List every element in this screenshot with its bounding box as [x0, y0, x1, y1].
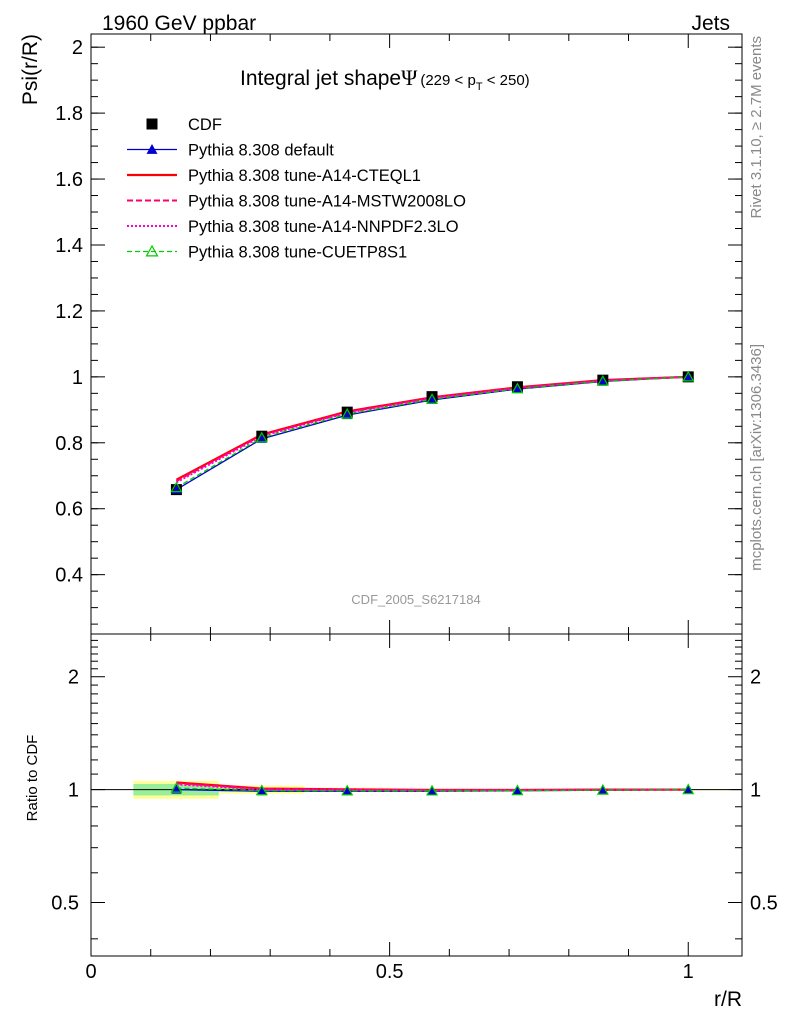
title-text: Integral jet shape: [240, 67, 401, 90]
ratio-data-point: [342, 786, 353, 796]
ratio-data-point: [597, 785, 608, 795]
ratio-data-point: [427, 786, 438, 796]
ratio-y-tick-label-right: 2: [750, 667, 761, 689]
data-point: [426, 393, 439, 404]
legend-label: Pythia 8.308 tune-A14-NNPDF2.3LO: [188, 218, 459, 236]
legend-label: Pythia 8.308 tune-A14-MSTW2008LO: [188, 193, 466, 211]
data-point: [427, 394, 438, 404]
legend-label: Pythia 8.308 tune-CUETP8S1: [188, 244, 407, 262]
y-tick-label: 1: [72, 367, 83, 389]
ratio-y-tick-label-right: 1: [750, 780, 761, 802]
ratio-data-point: [596, 783, 609, 795]
ratio-y-tick-label: 0.5: [51, 892, 79, 914]
data-point: [682, 370, 695, 382]
ratio-data-point: [255, 784, 268, 796]
title-psi: Ψ: [401, 65, 418, 90]
ratio-data-point: [512, 785, 523, 795]
y-tick-label: 0.4: [55, 565, 83, 587]
legend-label: Pythia 8.308 default: [188, 142, 334, 160]
legend-swatch-marker: [146, 118, 158, 130]
data-point: [342, 410, 353, 420]
y-tick-label: 1.8: [55, 103, 83, 125]
title-range-sub: T: [476, 81, 483, 93]
ratio-data-point: [341, 784, 354, 796]
x-tick-label: 1: [683, 961, 694, 983]
y-tick-label: 1.6: [55, 169, 83, 191]
ratio-frame: [90, 633, 743, 957]
x-tick-label: 0.5: [376, 961, 404, 983]
mcplots-label: mcplots.cern.ch [arXiv:1306.3436]: [748, 344, 765, 571]
ratio-y-tick-label: 2: [68, 667, 79, 689]
legend-label: Pythia 8.308 tune-A14-CTEQL1: [188, 167, 421, 185]
data-point: [596, 374, 609, 386]
ratio-data-point: [256, 786, 267, 796]
ratio-data-point: [683, 784, 694, 794]
x-tick-label: 0: [85, 961, 96, 983]
ratio-data-point: [682, 783, 695, 795]
data-point: [255, 431, 268, 443]
title-range-end: < 250): [483, 72, 530, 89]
data-point: [597, 376, 608, 386]
legend-label: CDF: [188, 116, 222, 134]
ratio-panel: 0 0.5 1 0.5 0.5 1 1 2 2: [51, 633, 778, 983]
ratio-data-point: [170, 781, 183, 793]
jets-label: Jets: [691, 12, 730, 35]
rivet-label: Rivet 3.1.10, ≥ 2.7M events: [748, 36, 765, 219]
y-tick-label: 0.6: [55, 499, 83, 521]
ratio-y-tick-label-right: 0.5: [750, 892, 778, 914]
y-tick-label: 2: [72, 37, 83, 59]
data-point: [170, 481, 183, 493]
main-panel: 0.4 0.6 0.8 1 1.2 1.4 1.6 1.8 2: [55, 33, 743, 635]
ratio-y-tick-label: 1: [68, 780, 79, 802]
y-axis-title: Psi(r/R): [19, 34, 42, 105]
title-range: (229 < p: [420, 72, 475, 89]
legend: CDF Pythia 8.308 default Pythia 8.308 tune…: [127, 116, 466, 262]
data-point: [256, 433, 267, 443]
ratio-y-axis-title: Ratio to CDF: [24, 735, 41, 822]
y-tick-label: 1.2: [55, 301, 83, 323]
energy-label: 1960 GeV ppbar: [102, 12, 256, 35]
y-tick-label: 1.4: [55, 235, 83, 257]
analysis-watermark: CDF_2005_S6217184: [351, 592, 480, 607]
ratio-data-point: [426, 784, 439, 796]
main-title: Integral jet shapeΨ (229 < pT < 250): [240, 65, 530, 93]
data-point: [511, 382, 524, 394]
data-point: [341, 407, 354, 419]
ratio-data-point: [171, 784, 182, 794]
y-tick-label: 0.8: [55, 433, 83, 455]
data-point: [683, 371, 694, 381]
ratio-data-point: [511, 784, 524, 796]
legend-swatch-marker: [146, 144, 158, 154]
legend-swatch-marker: [145, 244, 159, 257]
data-point: [512, 384, 523, 394]
x-axis-title: r/R: [714, 988, 742, 1011]
